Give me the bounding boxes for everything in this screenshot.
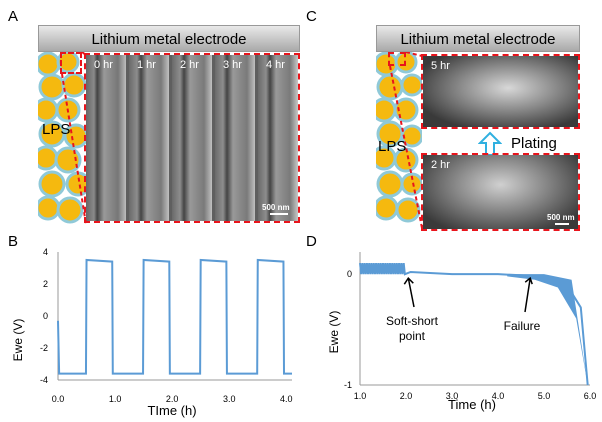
- zoom-guide-lines-a: [60, 52, 90, 227]
- panel-letter-a: A: [8, 8, 18, 25]
- x-axis-label-b: TIme (h): [147, 403, 196, 418]
- panel-letter-c: C: [306, 8, 317, 25]
- y-axis-label-d: Ewe (V): [327, 311, 341, 354]
- zoom-frame-c-top: [421, 54, 580, 129]
- ticks-d: 0 -11.0 2.0 3.0 4.0 5.0 6.0: [344, 269, 596, 401]
- soft-short-label: Soft-short: [386, 314, 439, 328]
- x-tick-label: 2.0: [166, 394, 179, 404]
- y-tick-label: -4: [40, 375, 48, 385]
- x-tick-label: 6.0: [584, 391, 597, 401]
- electrode-label: Lithium metal electrode: [400, 31, 555, 48]
- x-tick-label: 1.0: [354, 391, 367, 401]
- x-tick-label: 2.0: [400, 391, 413, 401]
- plating-label: Plating: [511, 135, 557, 152]
- failure-label: Failure: [504, 319, 541, 333]
- y-tick-label: -1: [344, 380, 352, 390]
- x-tick-label: 4.0: [492, 391, 505, 401]
- x-tick-label: 5.0: [538, 391, 551, 401]
- x-tick-label: 3.0: [223, 394, 236, 404]
- soft-short-label: point: [399, 329, 426, 343]
- zoom-frame-a: [84, 53, 300, 223]
- zoom-guide-lines-c: [386, 52, 426, 230]
- y-tick-label: 0: [347, 269, 352, 279]
- lithium-electrode-bar-c: Lithium metal electrode: [376, 25, 580, 52]
- failure-arrow: [525, 278, 530, 312]
- zoom-frame-c-bottom: [421, 153, 580, 231]
- x-tick-label: 0.0: [52, 394, 65, 404]
- y-axis-label-b: Ewe (V): [11, 319, 25, 362]
- chart-d: Ewe (V) Time (h) 0-11.0 2.0 3.0 4.0 5.0 6.0 S…: [300, 232, 602, 422]
- y-tick-label: 2: [43, 279, 48, 289]
- lithium-electrode-bar-a: Lithium metal electrode: [38, 25, 300, 52]
- series-line-b: [58, 260, 292, 374]
- x-tick-label: 3.0: [446, 391, 459, 401]
- y-tick-label: -2: [40, 343, 48, 353]
- electrode-label: Lithium metal electrode: [91, 31, 246, 48]
- x-tick-label: 4.0: [280, 394, 293, 404]
- x-tick-label: 1.0: [109, 394, 122, 404]
- chart-b: Ewe (V) TIme (h) 4 2 0 -2 -4 0.0 1.0 2.0 3.0 4.0: [0, 232, 300, 422]
- y-tick-label: 0: [43, 311, 48, 321]
- y-tick-label: 4: [43, 247, 48, 257]
